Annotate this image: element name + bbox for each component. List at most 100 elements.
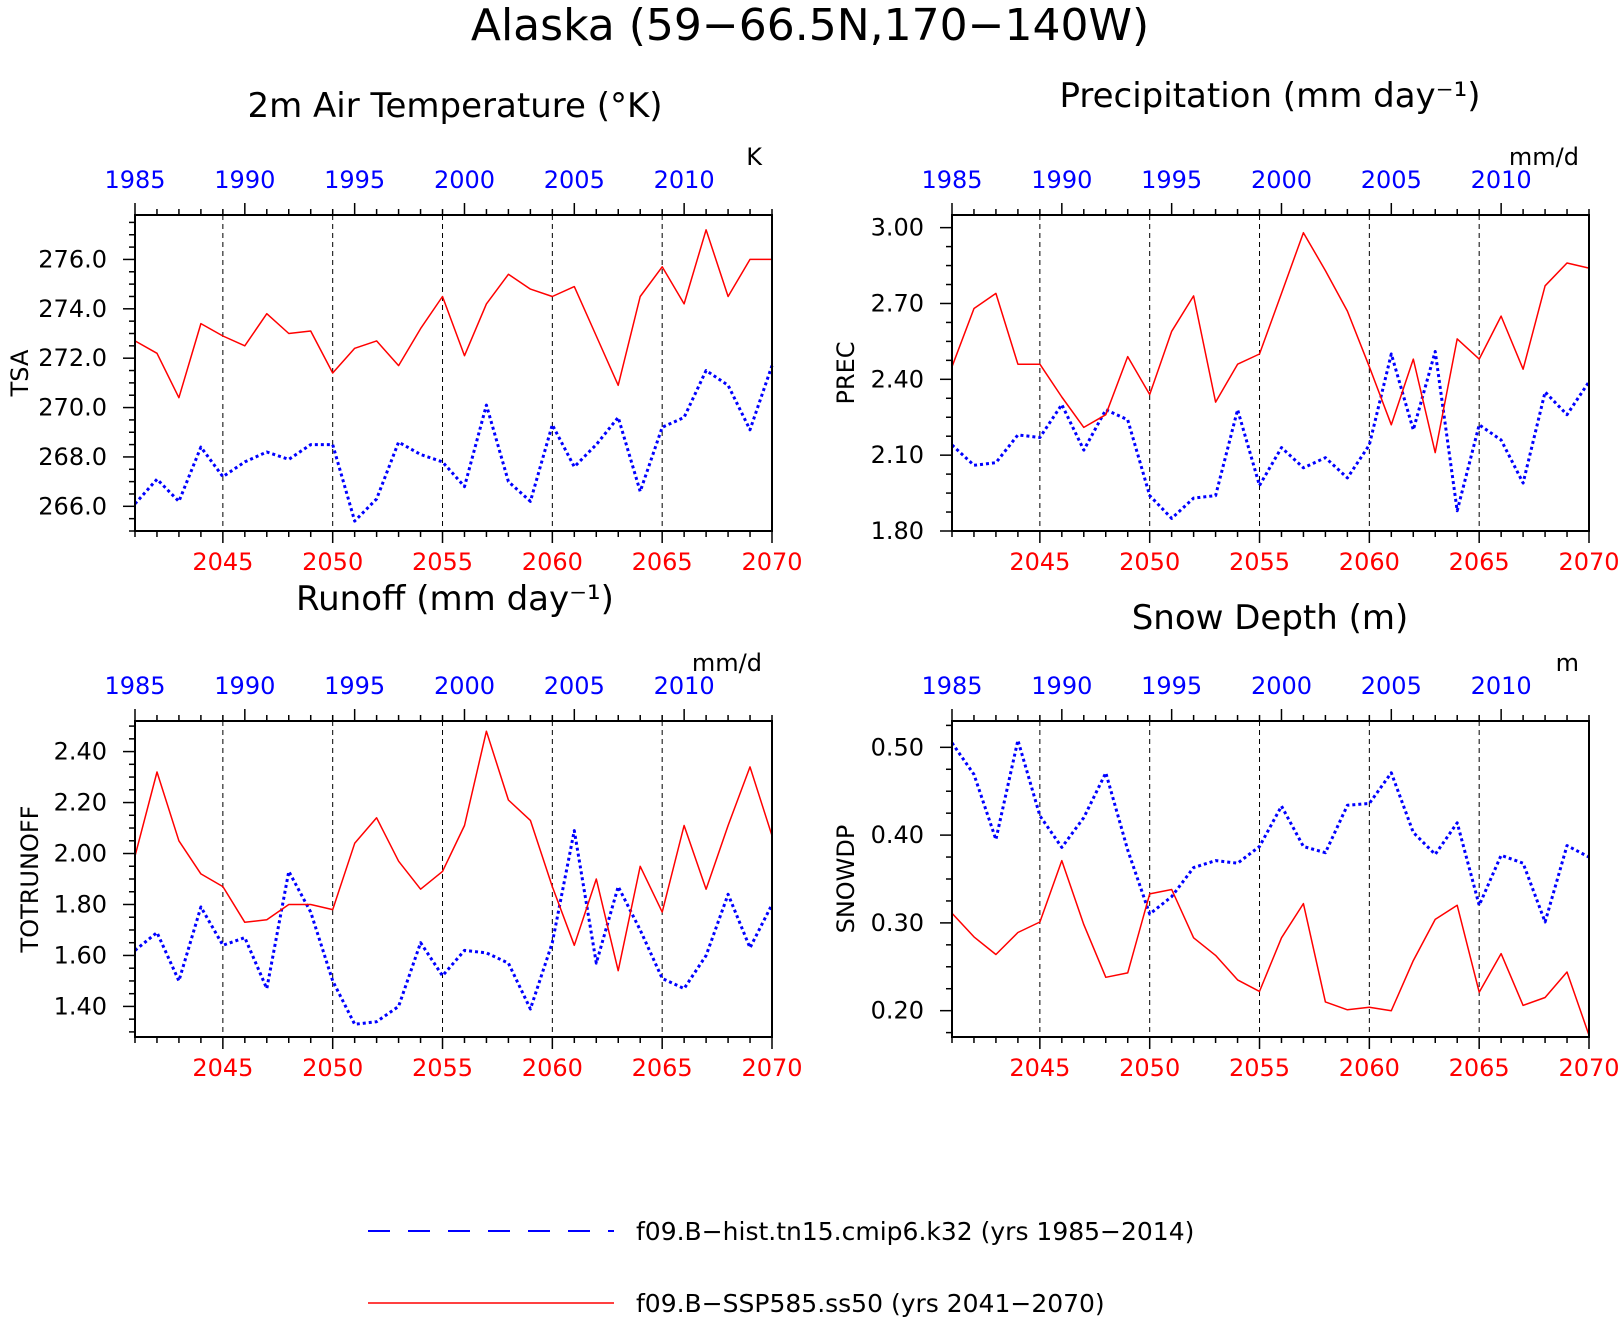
- y-tick-label: 2.40: [54, 738, 107, 766]
- units-label: K: [746, 143, 763, 171]
- hist-series-line: [950, 738, 1590, 924]
- x-bottom-tick-label: 2065: [632, 1054, 693, 1082]
- x-bottom-tick-label: 2055: [412, 548, 473, 576]
- panel-title: 2m Air Temperature (°K): [247, 86, 662, 126]
- x-top-tick-label: 1995: [324, 166, 385, 194]
- ssp-series-line: [134, 229, 772, 399]
- x-top-tick-label: 2005: [544, 672, 605, 700]
- x-bottom-tick-label: 2070: [741, 548, 802, 576]
- plot-frame: [951, 720, 1590, 1038]
- x-bottom-tick-label: 2065: [1449, 548, 1510, 576]
- x-top-tick-label: 2000: [1251, 166, 1312, 194]
- y-tick-label: 274.0: [38, 295, 107, 323]
- ssp-series-line: [134, 730, 773, 972]
- y-axis-label: PREC: [832, 341, 860, 404]
- panel-title: Runoff (mm day⁻¹): [296, 579, 614, 619]
- y-tick-label: 276.0: [38, 245, 107, 273]
- panel-snow-depth: Snow Depth (m) m SNOWDP 2045 2050 2055 2060 206…: [832, 598, 1620, 1082]
- x-top-tick-label: 2010: [1471, 166, 1532, 194]
- x-bottom-tick-label: 2060: [522, 1054, 583, 1082]
- x-bottom-tick-label: 2070: [741, 1054, 802, 1082]
- units-label: mm/d: [692, 649, 762, 677]
- x-top-tick-label: 1985: [921, 166, 982, 194]
- legend-hist-label: f09.B−hist.tn15.cmip6.k32 (yrs 1985−2014…: [636, 1217, 1194, 1246]
- y-tick-label: 0.40: [871, 821, 924, 849]
- x-top-tick-label: 2005: [1361, 166, 1422, 194]
- x-top-tick-label: 1995: [1141, 672, 1202, 700]
- y-tick-label: 2.70: [871, 289, 924, 317]
- x-bottom-tick-label: 2055: [412, 1054, 473, 1082]
- x-top-tick-label: 1985: [104, 166, 165, 194]
- plot-frame: [951, 214, 1590, 532]
- y-tick-label: 270.0: [38, 394, 107, 422]
- x-bottom-tick-label: 2060: [522, 548, 583, 576]
- y-axis-label: SNOWDP: [832, 825, 860, 934]
- y-tick-label: 0.50: [871, 733, 924, 761]
- x-top-tick-label: 2010: [1471, 672, 1532, 700]
- x-top-tick-label: 1990: [1031, 166, 1092, 194]
- figure-title: Alaska (59−66.5N,170−140W): [471, 0, 1149, 51]
- y-tick-label: 1.80: [871, 517, 924, 545]
- y-tick-label: 2.20: [54, 789, 107, 817]
- y-axis-label: TSA: [6, 349, 34, 397]
- panel-title: Snow Depth (m): [1132, 598, 1409, 638]
- panel-title: Precipitation (mm day⁻¹): [1059, 76, 1480, 116]
- plot-frame: [134, 214, 773, 532]
- x-bottom-tick-label: 2050: [302, 548, 363, 576]
- y-tick-label: 0.30: [871, 909, 924, 937]
- legend-ssp-label: f09.B−SSP585.ss50 (yrs 2041−2070): [636, 1289, 1105, 1318]
- x-top-tick-label: 2010: [654, 166, 715, 194]
- panel-air-temperature: 2m Air Temperature (°K) K TSA 2045 2050 2055 2…: [6, 86, 803, 576]
- x-top-tick-label: 2005: [544, 166, 605, 194]
- x-bottom-tick-label: 2045: [192, 548, 253, 576]
- x-top-tick-label: 2000: [434, 672, 495, 700]
- units-label: mm/d: [1509, 143, 1579, 171]
- y-tick-label: 268.0: [38, 443, 107, 471]
- x-top-tick-label: 1990: [1031, 672, 1092, 700]
- x-top-tick-label: 1995: [1141, 166, 1202, 194]
- ssp-series-line: [951, 231, 1590, 454]
- x-bottom-tick-label: 2050: [302, 1054, 363, 1082]
- x-bottom-tick-label: 2070: [1558, 548, 1619, 576]
- x-top-tick-label: 1995: [324, 672, 385, 700]
- y-tick-label: 2.10: [871, 441, 924, 469]
- ssp-series-line: [951, 859, 1590, 1036]
- x-bottom-tick-label: 2070: [1558, 1054, 1619, 1082]
- panel-precipitation: Precipitation (mm day⁻¹) mm/d PREC 2045 2050…: [832, 76, 1620, 576]
- y-tick-label: 266.0: [38, 492, 107, 520]
- x-top-tick-label: 1985: [104, 672, 165, 700]
- x-bottom-tick-label: 2045: [1009, 548, 1070, 576]
- hist-series-line: [134, 829, 774, 1026]
- y-tick-label: 1.60: [54, 941, 107, 969]
- x-bottom-tick-label: 2060: [1339, 548, 1400, 576]
- x-top-tick-label: 1990: [214, 166, 275, 194]
- hist-series-line: [133, 365, 774, 523]
- x-bottom-tick-label: 2045: [1009, 1054, 1070, 1082]
- x-top-tick-label: 2000: [434, 166, 495, 194]
- x-bottom-tick-label: 2060: [1339, 1054, 1400, 1082]
- x-bottom-tick-label: 2065: [1449, 1054, 1510, 1082]
- y-tick-label: 1.80: [54, 890, 107, 918]
- x-top-tick-label: 2000: [1251, 672, 1312, 700]
- units-label: m: [1556, 649, 1579, 677]
- x-top-tick-label: 2005: [1361, 672, 1422, 700]
- x-bottom-tick-label: 2050: [1119, 548, 1180, 576]
- x-bottom-tick-label: 2050: [1119, 1054, 1180, 1082]
- legend: f09.B−hist.tn15.cmip6.k32 (yrs 1985−2014…: [368, 1217, 1194, 1318]
- panel-runoff: Runoff (mm day⁻¹) mm/d TOTRUNOFF 2045 2050 20…: [16, 579, 803, 1082]
- x-bottom-tick-label: 2065: [632, 548, 693, 576]
- y-tick-label: 2.40: [871, 365, 924, 393]
- x-bottom-tick-label: 2055: [1229, 1054, 1290, 1082]
- x-top-tick-label: 1990: [214, 672, 275, 700]
- y-axis-label: TOTRUNOFF: [16, 806, 44, 954]
- y-tick-label: 1.40: [54, 992, 107, 1020]
- plot-frame: [134, 720, 773, 1038]
- y-tick-label: 0.20: [871, 997, 924, 1025]
- y-tick-label: 272.0: [38, 344, 107, 372]
- x-bottom-tick-label: 2055: [1229, 548, 1290, 576]
- y-tick-label: 3.00: [871, 214, 924, 242]
- y-tick-label: 2.00: [54, 840, 107, 868]
- x-top-tick-label: 1985: [921, 672, 982, 700]
- x-top-tick-label: 2010: [654, 672, 715, 700]
